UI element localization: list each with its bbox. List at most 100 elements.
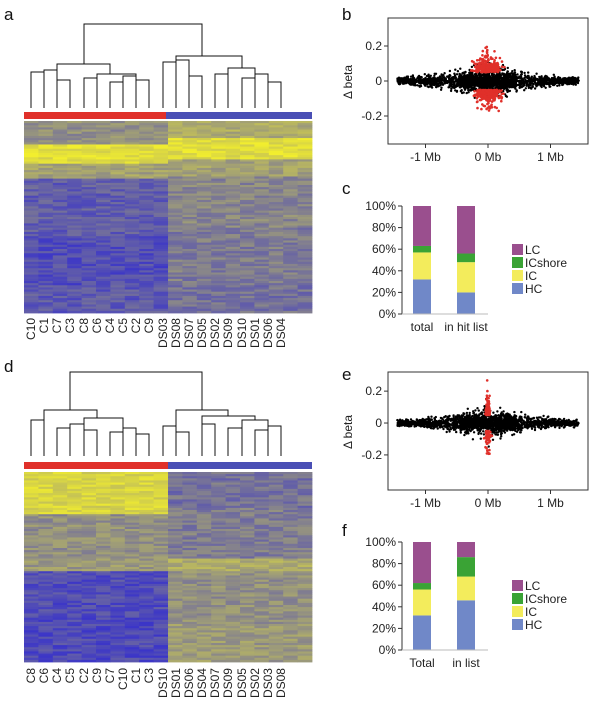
heatmap-cell bbox=[139, 598, 154, 602]
heatmap-cell bbox=[110, 268, 126, 271]
heatmap-cell bbox=[283, 512, 298, 515]
scatter-point bbox=[473, 96, 476, 100]
heatmap-cell bbox=[211, 476, 226, 479]
heatmap-cell bbox=[254, 634, 270, 638]
heatmap-cell bbox=[254, 159, 270, 162]
heatmap-cell bbox=[67, 478, 82, 481]
heatmap-cell bbox=[38, 567, 54, 570]
heatmap-cell bbox=[225, 539, 241, 543]
heatmap-cell bbox=[297, 564, 313, 568]
heatmap-cell bbox=[211, 281, 226, 284]
heatmap-cell bbox=[139, 223, 154, 226]
heatmap-cell bbox=[268, 123, 284, 126]
heatmap-cell bbox=[168, 531, 183, 534]
heatmap-cell bbox=[139, 231, 154, 235]
heatmap-cell bbox=[153, 626, 169, 629]
heatmap-cell bbox=[283, 163, 298, 167]
heatmap-cell bbox=[240, 621, 255, 625]
heatmap-cell bbox=[124, 167, 140, 171]
heatmap-cell bbox=[240, 212, 255, 216]
heatmap-cell bbox=[240, 197, 255, 201]
heatmap-cell bbox=[67, 510, 82, 513]
heatmap-cell bbox=[52, 257, 68, 261]
heatmap-cell bbox=[297, 588, 313, 591]
heatmap-cell bbox=[240, 558, 255, 562]
heatmap-cell bbox=[182, 159, 198, 162]
heatmap-cell bbox=[24, 552, 39, 555]
scatter-point bbox=[462, 91, 465, 94]
heatmap-cell bbox=[24, 131, 39, 135]
heatmap-cell bbox=[153, 225, 169, 229]
heatmap-cell bbox=[24, 588, 39, 591]
heatmap-cell bbox=[211, 238, 226, 241]
heatmap-cell bbox=[268, 579, 284, 583]
heatmap-cell bbox=[168, 598, 183, 602]
heatmap-cell bbox=[254, 491, 270, 494]
heatmap-cell bbox=[211, 131, 226, 135]
heatmap-cell bbox=[96, 497, 111, 500]
dendrogram-branch bbox=[241, 77, 256, 108]
heatmap-cell bbox=[110, 204, 126, 207]
heatmap-cell bbox=[254, 558, 270, 562]
heatmap-cell bbox=[182, 225, 198, 229]
heatmap-cell bbox=[38, 182, 54, 186]
heatmap-cell bbox=[24, 537, 39, 540]
heatmap-cell bbox=[139, 144, 154, 147]
heatmap-cell bbox=[67, 524, 82, 528]
heatmap-cell bbox=[254, 268, 270, 271]
heatmap-cell bbox=[67, 236, 82, 239]
heatmap-cell bbox=[139, 529, 154, 532]
heatmap-cell bbox=[110, 289, 126, 293]
heatmap-cell bbox=[139, 310, 154, 314]
heatmap-cell bbox=[297, 266, 313, 269]
heatmap-cell bbox=[254, 135, 270, 139]
heatmap-cell bbox=[52, 621, 68, 625]
heatmap-cell bbox=[96, 180, 111, 184]
heatmap-cell bbox=[211, 598, 226, 602]
heatmap-cell bbox=[297, 274, 313, 278]
heatmap-cell bbox=[38, 197, 54, 201]
heatmap-cell bbox=[124, 298, 140, 301]
heatmap-cell bbox=[211, 187, 226, 190]
heatmap-cell bbox=[96, 480, 111, 483]
heatmap-cell bbox=[110, 531, 126, 534]
heatmap-cell bbox=[124, 548, 140, 551]
heatmap-cell bbox=[153, 146, 169, 150]
heatmap-cell bbox=[196, 191, 212, 194]
heatmap-cell bbox=[283, 647, 298, 650]
heatmap-cell bbox=[168, 287, 183, 290]
heatmap-cell bbox=[67, 617, 82, 621]
heatmap-cell bbox=[225, 514, 241, 517]
heatmap-cell bbox=[153, 588, 169, 591]
heatmap-cell bbox=[24, 581, 39, 585]
heatmap-cell bbox=[96, 495, 111, 498]
heatmap-cell bbox=[168, 533, 183, 536]
heatmap-cell bbox=[225, 161, 241, 165]
heatmap-cell bbox=[268, 261, 284, 265]
heatmap-cell bbox=[211, 611, 226, 614]
heatmap-cell bbox=[110, 611, 126, 614]
heatmap-cell bbox=[283, 474, 298, 477]
heatmap-cell bbox=[297, 535, 313, 538]
heatmap-cell bbox=[139, 516, 154, 519]
heatmap-cell bbox=[254, 583, 270, 587]
heatmap-cell bbox=[254, 640, 270, 644]
heatmap-cell bbox=[240, 287, 255, 290]
heatmap-cell bbox=[196, 655, 212, 659]
heatmap-cell bbox=[38, 495, 54, 498]
heatmap-cell bbox=[153, 659, 169, 663]
heatmap-cell bbox=[139, 197, 154, 201]
heatmap-cell bbox=[67, 632, 82, 635]
heatmap-cell bbox=[67, 197, 82, 201]
heatmap-cell bbox=[254, 153, 270, 156]
heatmap-cell bbox=[211, 472, 226, 475]
heatmap-cell bbox=[139, 643, 154, 646]
scatter-point bbox=[525, 83, 528, 87]
heatmap-cell bbox=[240, 289, 255, 293]
heatmap-cell bbox=[52, 238, 68, 241]
heatmap-cell bbox=[225, 283, 241, 286]
heatmap-cell bbox=[96, 306, 111, 310]
heatmap-cell bbox=[124, 619, 140, 623]
heatmap-cell bbox=[268, 259, 284, 263]
heatmap-cell bbox=[139, 172, 154, 175]
